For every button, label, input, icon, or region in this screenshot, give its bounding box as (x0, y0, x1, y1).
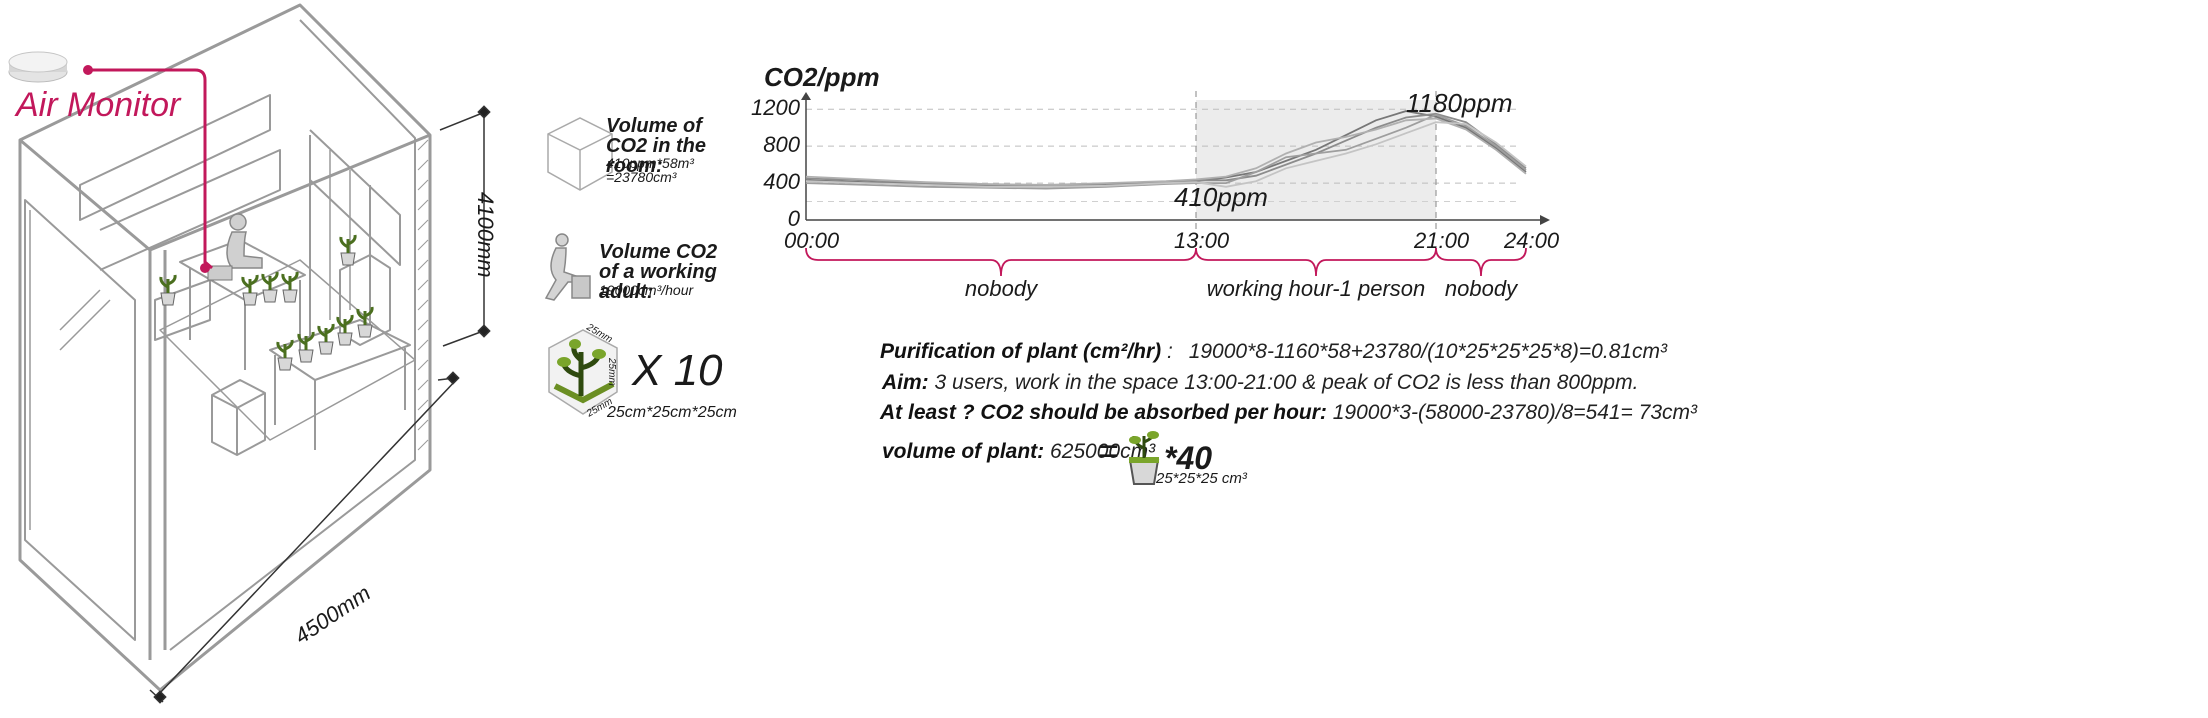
x-tick-label-3: 24:00 (1504, 228, 1560, 253)
x-axis-arrow (1540, 215, 1550, 225)
series-line-5 (805, 121, 1527, 188)
series-line-4 (805, 117, 1527, 186)
seated-person (226, 213, 263, 269)
pot-size: 25*25*25 cm³ (1156, 470, 1247, 487)
room-plants (159, 234, 374, 371)
plant-edge-label-side: 25mm (606, 358, 617, 386)
y-tick-label-2: 400 (763, 169, 800, 195)
equals-sign: = (1098, 430, 1120, 471)
y-tick-label-3: 0 (787, 206, 800, 231)
least-row: At least ? CO2 should be absorbed per ho… (880, 401, 1697, 425)
period-label-2: nobody (1444, 276, 1518, 301)
co2-room-calc1: 410ppm*58m³ (606, 155, 694, 171)
volume-label: volume of plant: (882, 440, 1045, 463)
period-label-0: nobody (964, 276, 1038, 301)
period-brace-2 (1435, 247, 1527, 277)
aim-row: Aim: 3 users, work in the space 13:00-21… (882, 371, 1638, 395)
annotation-low: 410ppm (1174, 182, 1268, 212)
adult-title: Volume CO2 of a working adult: (599, 241, 718, 303)
monitor-connector (88, 68, 213, 270)
working-adult-icon (544, 233, 591, 301)
period-brace-0 (805, 247, 1197, 277)
y-tick-label-0: 1200 (751, 95, 800, 121)
laptop (207, 265, 233, 281)
room-outer-shell (18, 3, 432, 692)
co2-volume-cube-icon (547, 117, 613, 191)
purification-row: Purification of plant (cm²/hr) : 19000*8… (880, 340, 1667, 364)
volume-value: 625000cm³ (1050, 440, 1156, 463)
pot-count: *40 (1164, 440, 1213, 476)
room-illustration (8, 3, 491, 704)
height-dimension-label: 4100mm (473, 192, 498, 278)
air-monitor-device (8, 51, 68, 83)
plant-size-label: 25cm*25cm*25cm (607, 404, 737, 421)
least-label: At least ? CO2 should be absorbed per ho… (880, 401, 1327, 424)
x-tick-label-1: 13:00 (1174, 228, 1230, 253)
period-label-1: working hour-1 person (1206, 276, 1426, 301)
y-axis-arrow (801, 92, 811, 100)
chart-title: CO2/ppm (764, 62, 880, 92)
purification-sep: : (1167, 340, 1173, 363)
volume-row: volume of plant: 625000cm³ (882, 440, 1155, 464)
co2-line-chart (801, 90, 1550, 230)
aim-label: Aim: (882, 371, 929, 394)
y-tick-label-1: 800 (763, 132, 800, 158)
annotation-peak: 1180ppm (1406, 88, 1513, 118)
co2-room-calc2: =23780cm³ (606, 169, 677, 185)
connector-dot-end (200, 263, 210, 273)
plant-block-icon (548, 329, 618, 415)
adult-value: 19000cm³/hour (599, 282, 694, 298)
period-brace-1 (1195, 247, 1437, 277)
x-tick-label-2: 21:00 (1414, 228, 1470, 253)
least-calc: 19000*3-(58000-23780)/8=541= 73cm³ (1332, 401, 1698, 424)
purification-calc: 19000*8-1160*58+23780/(10*25*25*25*8)=0.… (1188, 340, 1668, 363)
period-braces (805, 247, 1527, 277)
plant-multiplier: X 10 (632, 346, 723, 395)
purification-label: Purification of plant (cm²/hr) (880, 340, 1162, 363)
air-monitor-label: Air Monitor (16, 86, 181, 124)
x-tick-label-0: 00:00 (784, 228, 840, 253)
connector-dot-start (83, 65, 93, 75)
aim-text: 3 users, work in the space 13:00-21:00 &… (934, 371, 1639, 394)
plant-pot-icon (1128, 431, 1160, 485)
co2-room-title: Volume of CO2 in the room: (606, 115, 707, 177)
